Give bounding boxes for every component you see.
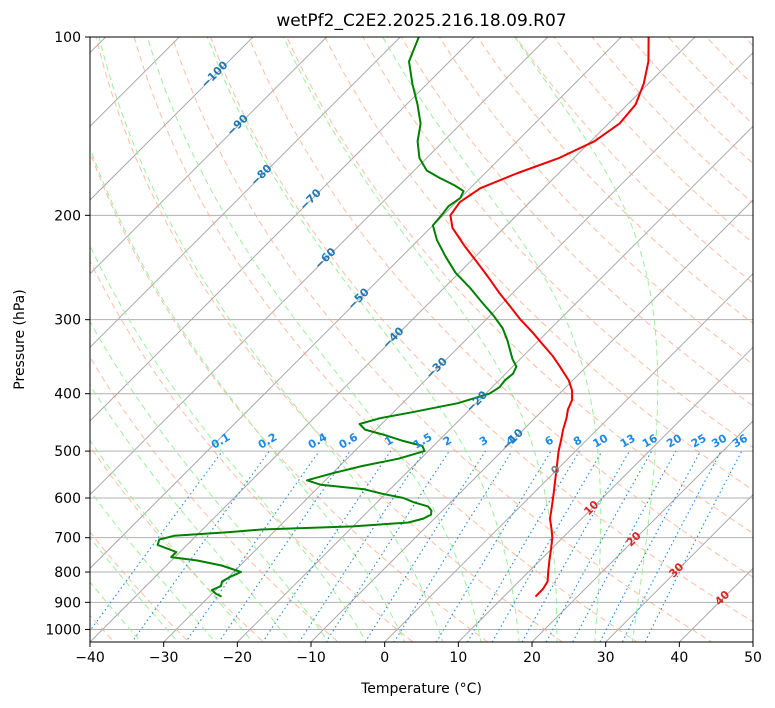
mixing-ratio-line xyxy=(185,450,320,642)
dry-adiabat-line xyxy=(90,531,190,642)
y-axis-ticks: 100 200 300 400 500 600 700 800 900 1000 xyxy=(45,30,90,638)
moist-adiabat-line xyxy=(90,489,216,642)
dry-adiabat-line xyxy=(95,37,564,642)
isotherm-line xyxy=(90,37,549,496)
dry-adiabat-line xyxy=(133,37,638,642)
chart-title: wetPf2_C2E2.2025.216.18.09.R07 xyxy=(276,11,566,31)
background-lines xyxy=(90,24,775,654)
x-tick-label: −30 xyxy=(149,650,179,666)
dry-adiabat-line xyxy=(90,356,340,642)
dry-adiabat-line xyxy=(248,37,753,578)
moist-adiabat-line xyxy=(283,37,558,642)
mixing-ratio-line xyxy=(521,450,630,642)
temperature-profile-line xyxy=(449,37,650,598)
dry-adiabat-line xyxy=(171,37,713,642)
x-axis-ticks: −40 −30 −20 −10 0 10 20 30 40 50 xyxy=(75,642,762,666)
moist-adiabat-line xyxy=(206,37,520,642)
isotherm-line xyxy=(90,37,402,349)
mixing-ratio-line xyxy=(491,450,603,642)
mixing-ratio-line xyxy=(599,450,701,642)
moist-adiabat-line xyxy=(98,37,444,642)
y-tick-label: 900 xyxy=(54,595,81,611)
sounding-curves xyxy=(156,37,650,598)
dry-adiabat-line xyxy=(770,24,775,654)
y-tick-label: 100 xyxy=(54,30,81,46)
dry-adiabat-line xyxy=(400,37,753,407)
mixing-ratio-line xyxy=(621,450,722,642)
dry-adiabat-line xyxy=(90,259,414,642)
x-tick-label: 0 xyxy=(380,650,389,666)
isotherm-line xyxy=(90,37,623,570)
dry-adiabat-line xyxy=(286,37,753,534)
isotherm-line xyxy=(531,420,753,642)
x-tick-label: 50 xyxy=(744,650,762,666)
mixing-ratio-line xyxy=(435,450,552,642)
isotherm-line xyxy=(90,37,254,201)
moist-adiabat-line xyxy=(90,146,405,642)
mixing-ratio-line xyxy=(466,450,580,642)
x-tick-label: 30 xyxy=(597,650,615,666)
y-tick-label: 500 xyxy=(54,444,81,460)
isotherm-line xyxy=(90,37,328,275)
moist-adiabat-line xyxy=(514,37,659,642)
y-tick-label: 1000 xyxy=(45,622,81,638)
mixing-ratio-line xyxy=(545,450,653,642)
moist-adiabat-line xyxy=(146,37,482,642)
y-tick-label: 700 xyxy=(54,531,81,547)
isotherm-line xyxy=(310,199,753,642)
x-axis-label: Temperature (°C) xyxy=(360,681,482,697)
isotherm-line xyxy=(90,37,696,642)
isotherm-line xyxy=(604,493,753,642)
isotherm-line xyxy=(236,125,753,642)
y-tick-label: 300 xyxy=(54,313,81,329)
moist-adiabat-line xyxy=(382,37,602,642)
plot-frame xyxy=(89,36,754,643)
x-tick-label: 10 xyxy=(449,650,467,666)
mixing-ratio-line xyxy=(393,450,513,642)
plot-area xyxy=(90,37,753,642)
x-tick-label: −20 xyxy=(223,650,253,666)
isotherm-line xyxy=(90,37,475,422)
moist-adiabat-line xyxy=(90,384,291,642)
dry-adiabat-line xyxy=(438,37,753,366)
x-tick-label: −10 xyxy=(296,650,326,666)
mixing-ratio-line xyxy=(90,450,223,632)
mixing-ratio-line xyxy=(644,450,743,642)
x-tick-label: −40 xyxy=(75,650,105,666)
x-tick-label: 20 xyxy=(523,650,541,666)
dry-adiabat-line xyxy=(209,37,753,623)
mixing-ratio-line xyxy=(325,450,450,642)
moist-adiabat-line xyxy=(90,244,367,642)
moist-adiabat-line xyxy=(90,320,329,642)
dewpoint-profile-line xyxy=(156,37,518,598)
isotherm-line xyxy=(383,272,753,642)
y-tick-label: 400 xyxy=(54,387,81,403)
moist-adiabat-line xyxy=(90,439,254,642)
y-tick-label: 600 xyxy=(54,491,81,507)
dry-adiabat-line xyxy=(90,445,265,642)
x-tick-label: 40 xyxy=(670,650,688,666)
dry-adiabat-line xyxy=(477,37,753,325)
y-axis-label: Pressure (hPa) xyxy=(12,289,28,389)
mixing-ratio-line xyxy=(218,450,351,642)
mixing-ratio-line xyxy=(572,450,677,642)
y-tick-label: 200 xyxy=(54,208,81,224)
y-tick-label: 800 xyxy=(54,565,81,581)
